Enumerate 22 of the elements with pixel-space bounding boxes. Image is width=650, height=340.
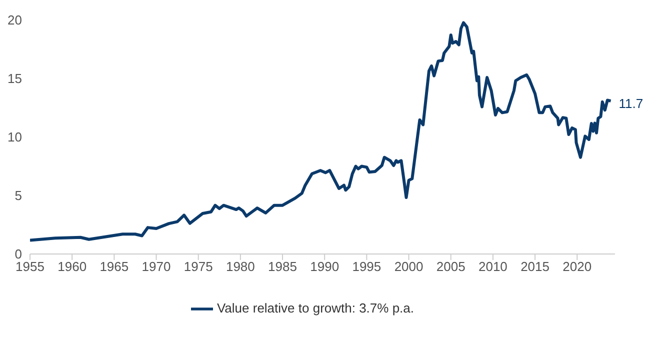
- x-tick-label: 1955: [16, 259, 44, 274]
- x-tick-label: 1970: [142, 259, 171, 274]
- x-tick-label: 1985: [268, 259, 297, 274]
- x-tick-label: 2015: [520, 259, 550, 274]
- x-tick-label: 1995: [352, 259, 382, 274]
- line-series: [30, 21, 612, 242]
- x-tick-label: 1990: [310, 259, 340, 274]
- x-tick-label: 1975: [184, 259, 213, 274]
- y-tick-label: 20: [8, 12, 22, 28]
- y-tick-label: 0: [14, 246, 22, 262]
- x-tick-label: 2020: [562, 259, 592, 274]
- x-tick-label: 2005: [436, 259, 466, 274]
- y-tick-label: 15: [8, 71, 22, 86]
- x-tick-label: 1980: [226, 259, 255, 274]
- x-tick-label: 1960: [58, 259, 87, 274]
- text: 11.7: [618, 96, 644, 111]
- x-tick-label: 1965: [100, 259, 129, 274]
- legend-label: Value relative to growth: 3.7% p.a.: [216, 300, 414, 316]
- y-tick-label: 10: [8, 130, 22, 145]
- x-tick-label: 2000: [394, 259, 424, 274]
- x-tick-label: 2010: [478, 259, 508, 274]
- y-tick-label: 5: [14, 188, 22, 204]
